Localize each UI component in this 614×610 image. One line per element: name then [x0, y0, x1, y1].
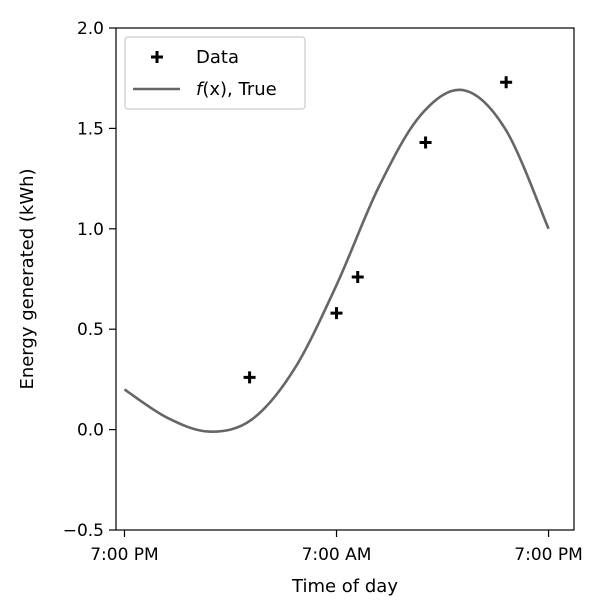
y-tick-label: 0.5 — [77, 320, 104, 340]
data-point — [419, 136, 432, 149]
legend-marker-data — [151, 51, 163, 63]
x-tick-label: 7:00 AM — [302, 545, 372, 565]
legend-label-data: Data — [196, 47, 239, 68]
y-tick-label: −0.5 — [63, 521, 104, 541]
plot-frame — [115, 27, 575, 531]
legend-label-true-rest: (x), True — [202, 79, 276, 100]
y-axis-ticks: −0.5 0.0 0.5 1.0 1.5 2.0 — [63, 19, 116, 541]
true-function-curve — [123, 88, 550, 433]
legend-label-true-italic: f — [196, 79, 205, 100]
y-tick-label: 2.0 — [77, 19, 104, 39]
legend-label-true: f(x), True — [196, 79, 277, 100]
x-axis-label: Time of day — [291, 576, 398, 597]
data-points — [243, 76, 513, 384]
data-point — [243, 371, 256, 384]
x-tick-label: 7:00 PM — [514, 545, 583, 565]
x-tick-label: 7:00 PM — [90, 545, 159, 565]
x-axis-ticks: 7:00 PM 7:00 AM 7:00 PM — [90, 530, 583, 565]
data-point — [500, 76, 513, 89]
y-tick-label: 0.0 — [77, 421, 104, 441]
data-point — [351, 270, 364, 283]
y-tick-label: 1.5 — [77, 119, 104, 139]
y-tick-label: 1.0 — [77, 220, 104, 240]
data-point — [330, 307, 343, 320]
legend: Data f(x), True — [124, 36, 306, 110]
y-axis-label: Energy generated (kWh) — [17, 168, 38, 389]
legend-box — [124, 36, 306, 110]
